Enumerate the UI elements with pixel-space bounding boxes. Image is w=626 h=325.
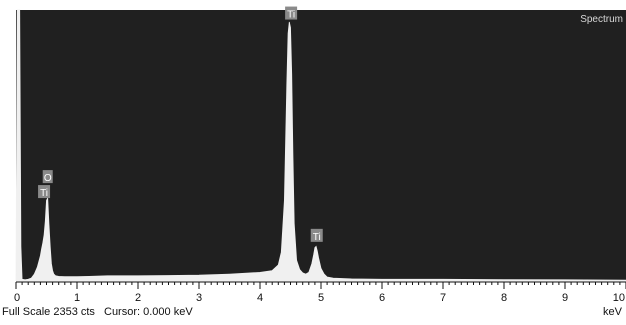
cursor-readout: Cursor: 0.000 keV	[104, 306, 193, 318]
peak-annotation: Ti	[285, 6, 298, 21]
spectrum-fill-group	[15, 9, 626, 282]
x-unit-label: keV	[603, 306, 622, 318]
x-tick-label: 9	[562, 292, 568, 304]
peak-annotation-box	[38, 185, 51, 199]
spectrum-area	[15, 9, 626, 282]
x-tick-label: 2	[135, 292, 141, 304]
peak-annotation: O	[42, 170, 53, 184]
x-tick-label: 0	[14, 292, 20, 304]
chart-title: Spectrum	[580, 14, 623, 25]
annotations: O Ti Ti Ti	[38, 6, 323, 243]
peak-annotation-label: Ti	[313, 232, 321, 243]
peak-annotation: Ti	[310, 228, 323, 243]
peak-annotation-box	[42, 170, 53, 184]
x-tick-label: 6	[379, 292, 385, 304]
x-tick-label: 3	[196, 292, 202, 304]
x-axis: 0 1 2 3 4 5 6 7 8 9 10	[14, 281, 626, 304]
x-tick-label: 4	[257, 292, 263, 304]
peak-annotation: Ti	[38, 185, 51, 199]
peak-annotation-label: Ti	[40, 188, 48, 199]
x-tick-label: 8	[501, 292, 507, 304]
x-tick-label: 1	[74, 292, 80, 304]
peak-annotation-label: O	[44, 173, 52, 184]
status-bar: Full Scale 2353 cts Cursor: 0.000 keV	[2, 306, 199, 318]
x-tick-label: 5	[318, 292, 324, 304]
peak-annotation-box	[285, 6, 298, 20]
x-tick-label: 7	[440, 292, 446, 304]
full-scale-label: Full Scale 2353 cts	[2, 306, 95, 318]
peak-annotation-box	[310, 228, 323, 242]
peak-annotation-label: Ti	[287, 10, 295, 21]
x-tick-label: 10	[613, 292, 625, 304]
